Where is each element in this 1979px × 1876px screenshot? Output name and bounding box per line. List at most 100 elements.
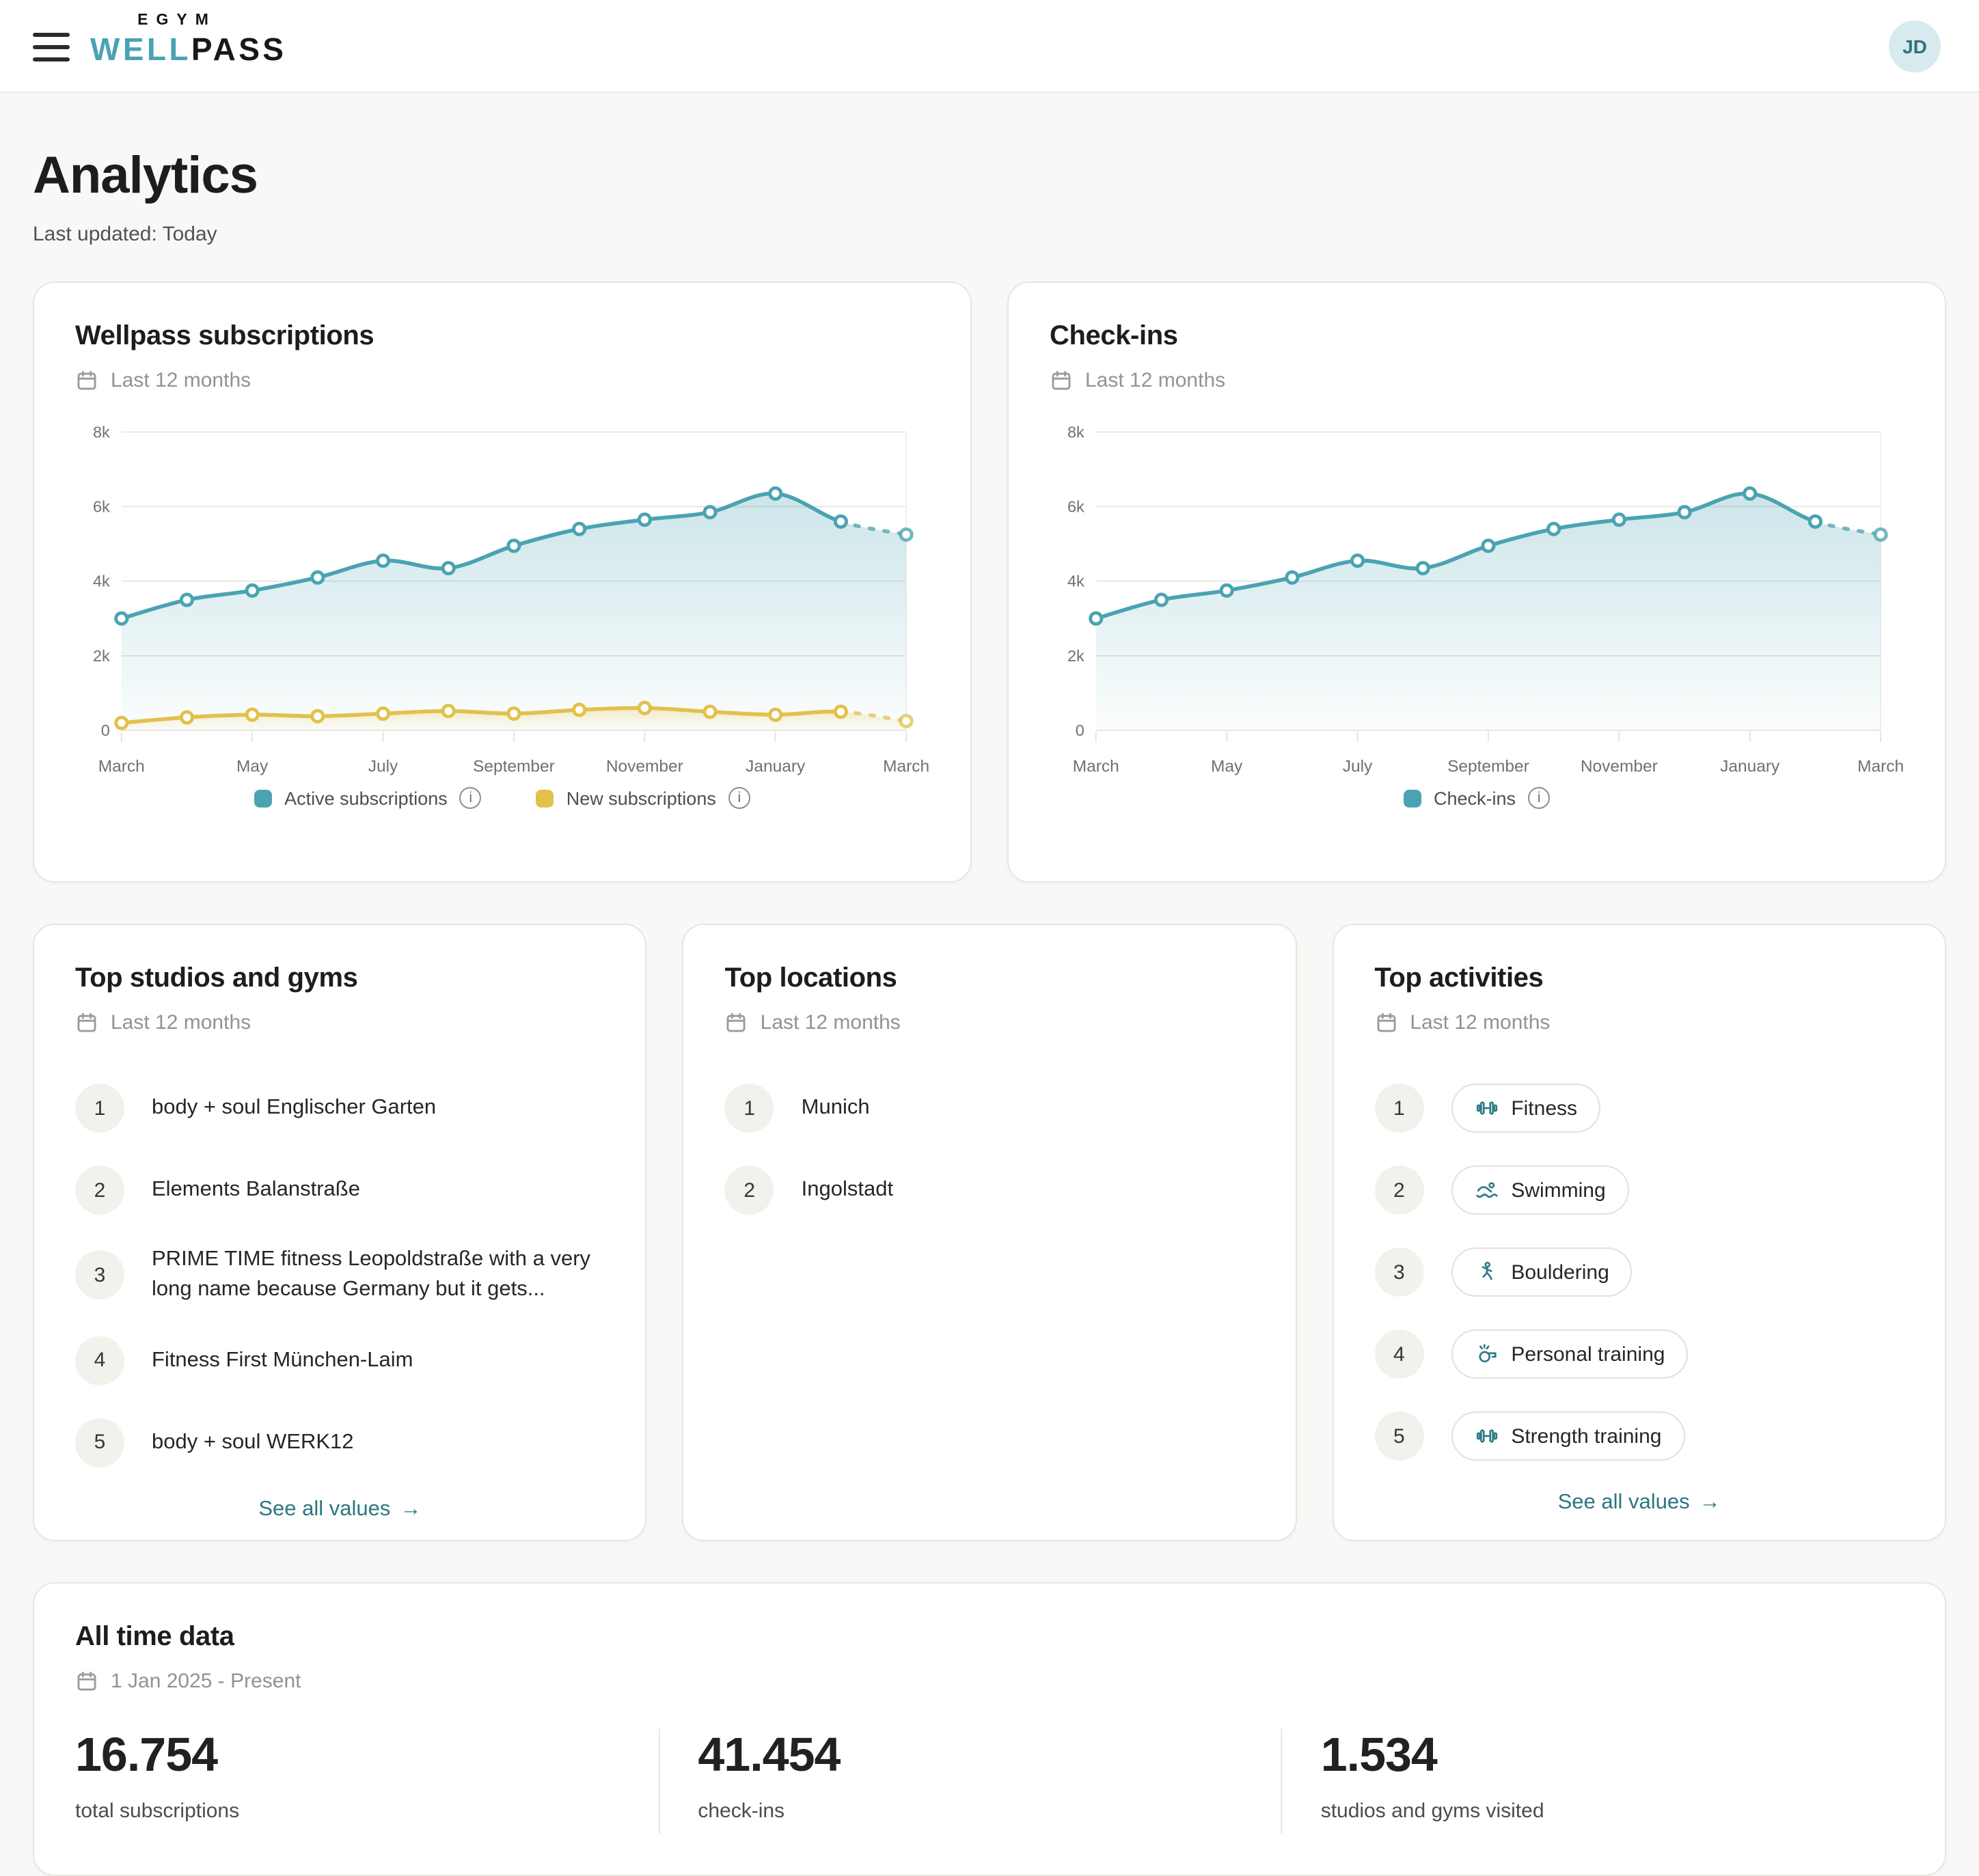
checkins-period: Last 12 months [1050,369,1904,392]
activity-chip-strength-training[interactable]: Strength training [1451,1411,1685,1461]
svg-text:8k: 8k [1067,423,1084,441]
svg-text:March: March [883,757,929,775]
top-locations-period: Last 12 months [725,1011,1255,1034]
top-activities-period: Last 12 months [1374,1011,1904,1034]
list-item: 2 Swimming [1374,1163,1904,1217]
last-updated: Last updated: Today [33,223,217,246]
rank-badge: 4 [75,1336,124,1385]
top-lists-row: Top studios and gyms Last 12 months 1 bo… [33,924,1946,1541]
svg-text:March: March [1857,757,1904,775]
svg-text:6k: 6k [93,497,110,515]
svg-text:4k: 4k [93,573,110,590]
info-icon[interactable]: i [459,787,482,810]
avatar[interactable]: JD [1889,20,1941,72]
svg-text:6k: 6k [1067,497,1084,515]
list-item: 1 body + soul Englischer Garten [75,1081,605,1135]
egym-wellpass-logo: EGYM WELLPASS [90,12,287,68]
logo-wellpass-text: WELLPASS [90,31,287,67]
legend-item-new-subscriptions: New subscriptions i [536,787,750,810]
charts-row: Wellpass subscriptions Last 12 months 0 2… [33,281,1946,883]
menu-icon[interactable] [33,33,70,61]
climber-icon [1481,1261,1492,1280]
checkins-legend: Check-ins i [1050,787,1904,810]
swimmer-icon [1475,1182,1497,1198]
see-all-values-link[interactable]: See all values → [258,1497,422,1521]
svg-text:September: September [473,757,555,775]
new-subscriptions-swatch [536,789,554,808]
rank-badge: 2 [75,1165,124,1215]
list-item: 2 Elements Balanstraße [75,1163,605,1217]
subscriptions-legend: Active subscriptions i New subscriptions… [75,787,929,810]
top-activities-card: Top activities Last 12 months 1 Fitness [1332,924,1946,1541]
svg-text:March: March [98,757,145,775]
logo-egym-text: EGYM [137,12,217,29]
rank-badge: 2 [1374,1165,1424,1215]
top-locations-list: 1 Munich 2 Ingolstadt [724,1081,1255,1217]
subscriptions-card: Wellpass subscriptions Last 12 months 0 2… [33,281,972,883]
activity-chip-bouldering[interactable]: Bouldering [1451,1247,1633,1297]
svg-text:0: 0 [1076,721,1084,739]
whistle-icon [1478,1344,1496,1363]
svg-text:January: January [1720,757,1780,775]
arrow-right-icon: → [1699,1491,1721,1514]
activity-chip-personal-training[interactable]: Personal training [1451,1329,1689,1379]
list-item: 1 Fitness [1374,1081,1904,1135]
top-studios-title: Top studios and gyms [75,963,358,993]
svg-text:July: July [1343,757,1373,775]
calendar-icon [77,1012,96,1032]
info-icon[interactable]: i [1528,787,1551,810]
checkins-card-title: Check-ins [1050,321,1178,351]
rank-badge: 3 [1374,1247,1424,1297]
all-time-period: 1 Jan 2025 - Present [75,1670,1904,1693]
svg-text:May: May [236,757,269,775]
all-time-data-card: All time data 1 Jan 2025 - Present 16.75… [33,1582,1946,1876]
top-locations-card: Top locations Last 12 months 1 Munich 2 … [682,924,1297,1541]
svg-text:2k: 2k [1067,647,1084,665]
see-all-values-link[interactable]: See all values → [1557,1491,1721,1514]
top-studios-card: Top studios and gyms Last 12 months 1 bo… [33,924,647,1541]
info-icon[interactable]: i [728,787,750,810]
dumbbell-icon [1476,1429,1497,1443]
legend-item-checkins: Check-ins i [1403,787,1551,810]
top-activities-title: Top activities [1374,963,1544,993]
top-studios-period: Last 12 months [75,1011,605,1034]
activity-chip-swimming[interactable]: Swimming [1451,1165,1629,1215]
calendar-icon [77,370,96,390]
all-time-stats: 16.754 total subscriptions 41.454 check-… [75,1728,1904,1834]
app-header: EGYM WELLPASS JD [0,0,1979,93]
activity-chip-fitness[interactable]: Fitness [1451,1084,1601,1133]
svg-text:March: March [1073,757,1119,775]
rank-badge: 3 [75,1250,124,1300]
rank-badge: 5 [75,1418,124,1467]
list-item: 4 Personal training [1374,1327,1904,1381]
svg-text:September: September [1447,757,1529,775]
stat-checkins: 41.454 check-ins [658,1728,1281,1834]
stat-total-subscriptions: 16.754 total subscriptions [75,1728,240,1823]
checkins-chart: 0 2k 4k 6k 8k March May July September November Ja… [1050,414,1904,784]
rank-badge: 4 [1374,1329,1424,1379]
subscriptions-chart: 0 2k 4k 6k 8k March May July September November Ja… [75,414,929,784]
svg-text:May: May [1211,757,1243,775]
stat-studios-visited: 1.534 studios and gyms visited [1281,1728,1904,1834]
page-title: Analytics [33,148,258,205]
calendar-icon [1376,1012,1395,1032]
svg-text:November: November [1581,757,1658,775]
arrow-right-icon: → [400,1497,422,1521]
subscriptions-card-title: Wellpass subscriptions [75,321,374,351]
svg-text:0: 0 [101,721,110,739]
checkins-swatch [1403,789,1421,808]
rank-badge: 1 [75,1084,124,1133]
top-studios-list: 1 body + soul Englischer Garten 2 Elemen… [75,1081,605,1470]
top-activities-list: 1 Fitness 2 Swimming 3 [1374,1081,1904,1463]
calendar-icon [1052,370,1071,390]
svg-text:4k: 4k [1067,573,1084,590]
legend-item-active-subscriptions: Active subscriptions i [254,787,482,810]
calendar-icon [77,1671,96,1691]
rank-badge: 1 [724,1084,774,1133]
top-locations-title: Top locations [724,963,897,993]
list-item: 3 Bouldering [1374,1245,1904,1299]
checkins-card: Check-ins Last 12 months 0 2k 4k 6k 8k March M… [1007,281,1946,883]
svg-text:July: July [368,757,398,775]
list-item: 3 PRIME TIME fitness Leopoldstraße with … [75,1245,605,1306]
